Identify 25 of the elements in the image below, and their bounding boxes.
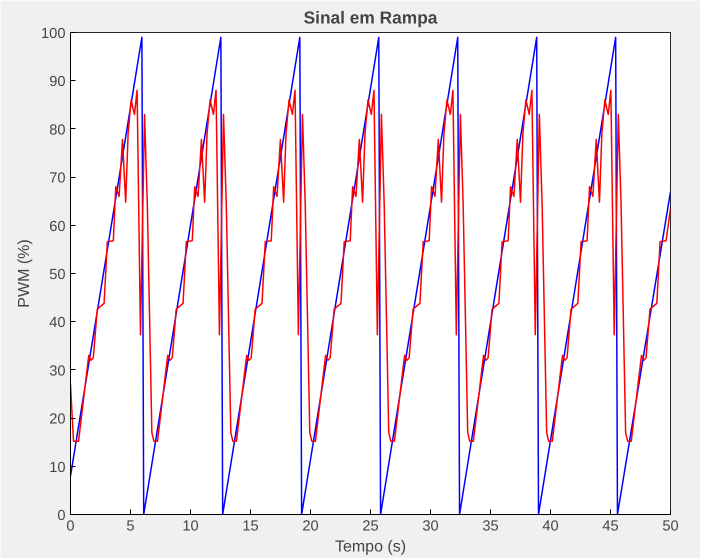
line-series: [70, 90, 670, 442]
y-tick-label: 50: [49, 267, 66, 283]
y-tick-label: 70: [49, 170, 66, 187]
x-tick-label: 20: [302, 518, 319, 534]
x-axis-title: Tempo (s): [334, 538, 406, 556]
y-tick-label: 10: [49, 460, 66, 476]
x-tick-label: 5: [126, 518, 135, 534]
y-tick-label: 60: [49, 218, 66, 235]
x-tick-label: 15: [242, 518, 259, 534]
chart-title: Sinal em Rampa: [304, 8, 438, 28]
y-tick-label: 0: [57, 508, 66, 524]
y-tick-label: 20: [49, 412, 66, 428]
y-tick-label: 90: [49, 74, 66, 90]
x-tick-label: 30: [422, 518, 439, 534]
y-tick-label: 40: [49, 315, 66, 332]
y-tick-label: 30: [49, 363, 66, 380]
x-tick-label: 50: [662, 518, 679, 534]
x-tick-label: 25: [362, 518, 379, 534]
x-tick-label: 10: [182, 518, 199, 534]
y-tick-label: 100: [41, 26, 66, 42]
y-axis-title: PWM (%): [16, 239, 34, 308]
y-tick-label: 80: [49, 122, 66, 138]
x-tick-label: 45: [602, 518, 619, 534]
x-tick-label: 35: [482, 518, 499, 534]
x-tick-label: 40: [542, 518, 559, 534]
